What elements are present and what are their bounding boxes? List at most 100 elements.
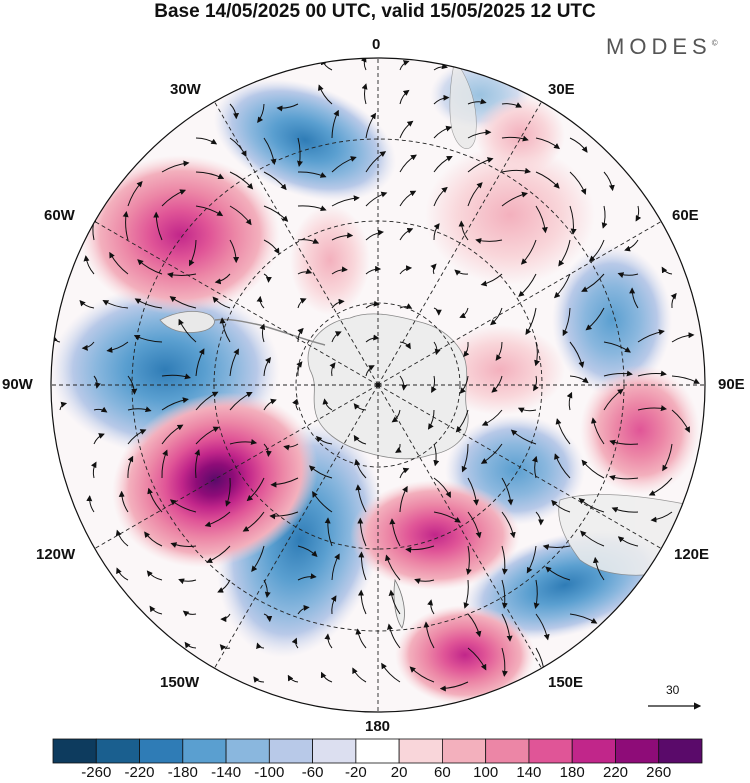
brand-mark: © [711,38,718,48]
wind-vector [467,477,480,506]
wind-vector [433,186,448,207]
wind-vector [253,676,265,683]
wind-vector [93,433,105,445]
anomaly-high-115w [112,392,318,568]
wind-vector [324,633,333,649]
wind-vector [601,205,608,229]
wind-vector [331,109,339,139]
wind-vector [637,370,667,377]
wind-vector [555,418,571,445]
wind-vector [127,180,143,207]
wind-vector [609,439,639,446]
wind-vector [533,375,539,392]
wind-vector [259,323,266,343]
wind-vector [127,429,147,445]
wind-vector [263,273,272,283]
wind-vector [501,102,522,108]
wind-vector [455,409,469,433]
wind-vector [427,599,435,615]
wind-vector [297,604,310,615]
wind-vector [297,327,304,343]
wind-vector [532,455,538,479]
wind-vector [153,211,163,241]
wind-vector [106,341,129,353]
wind-vector [387,623,401,649]
wind-vector [433,443,440,467]
wind-vector [384,554,401,581]
brand-text: MODES [606,34,712,59]
wind-vector [229,137,247,157]
wind-vector [229,171,254,190]
wind-vector [102,300,129,309]
wind-vector [671,375,700,384]
lon-label-90e: 90E [718,376,745,393]
wind-vector [481,409,503,426]
wind-vector [257,103,265,124]
anomaly-high-40e [425,145,595,285]
wind-vector [399,190,417,207]
wind-vector [491,375,503,393]
meridian-line [377,101,542,386]
wind-vector [116,567,129,581]
wind-vector [93,406,108,413]
wind-vector [263,171,287,191]
wind-vector [220,613,231,623]
wind-vector [263,443,272,457]
wind-vector [83,255,95,275]
wind-vector [433,511,461,523]
wind-vector [433,125,453,139]
wind-vector [219,317,231,343]
wind-vector [297,205,327,212]
wind-vector [229,205,252,226]
wind-vector [433,94,450,105]
wind-vector [331,298,345,309]
wind-vector [297,238,320,244]
wind-vector [315,435,333,445]
wind-vector [178,578,197,585]
anomaly-high-55w [80,155,280,315]
wind-vector [569,137,588,153]
wind-vector [580,530,605,547]
wind-vector [270,477,299,488]
wind-vector [609,474,639,481]
wind-vector [467,613,482,638]
lon-label-0: 0 [372,36,381,53]
colorbar-tick-label: -20 [345,764,367,781]
wind-vector [433,223,440,241]
anomaly-high-160e [350,480,520,590]
wind-vector [535,171,560,189]
wind-vector [553,273,571,299]
wind-vector [355,484,367,513]
wind-vector [161,373,191,380]
wind-vector [263,239,280,255]
wind-vector [109,251,129,275]
wind-vector [501,579,508,609]
wind-vector [219,644,231,651]
wind-vector [414,578,435,584]
wind-vector [122,211,129,241]
wind-vector [229,391,253,411]
wind-vector [358,551,367,581]
wind-vector [251,545,265,572]
wind-vector [365,191,388,207]
wind-vector [463,341,470,358]
lon-label-120e: 120E [674,546,710,563]
wind-vector [629,287,639,309]
wind-vector [467,129,492,139]
wind-vector [127,455,134,479]
colorbar-tick-label: -140 [211,764,242,781]
wind-vector [501,167,531,174]
wind-vector [276,103,299,112]
wind-vector [331,331,342,343]
wind-vector [263,579,271,598]
wind-vector [405,545,435,553]
wind-vector [93,375,101,389]
lon-label-150e: 150E [548,674,584,691]
wind-vector [184,641,197,649]
wind-vector [399,89,410,105]
wind-vector [590,417,605,445]
wind-vector [292,398,299,411]
anomaly-high-170e [395,605,535,705]
wind-vector [297,573,317,581]
wind-vector [517,407,537,414]
